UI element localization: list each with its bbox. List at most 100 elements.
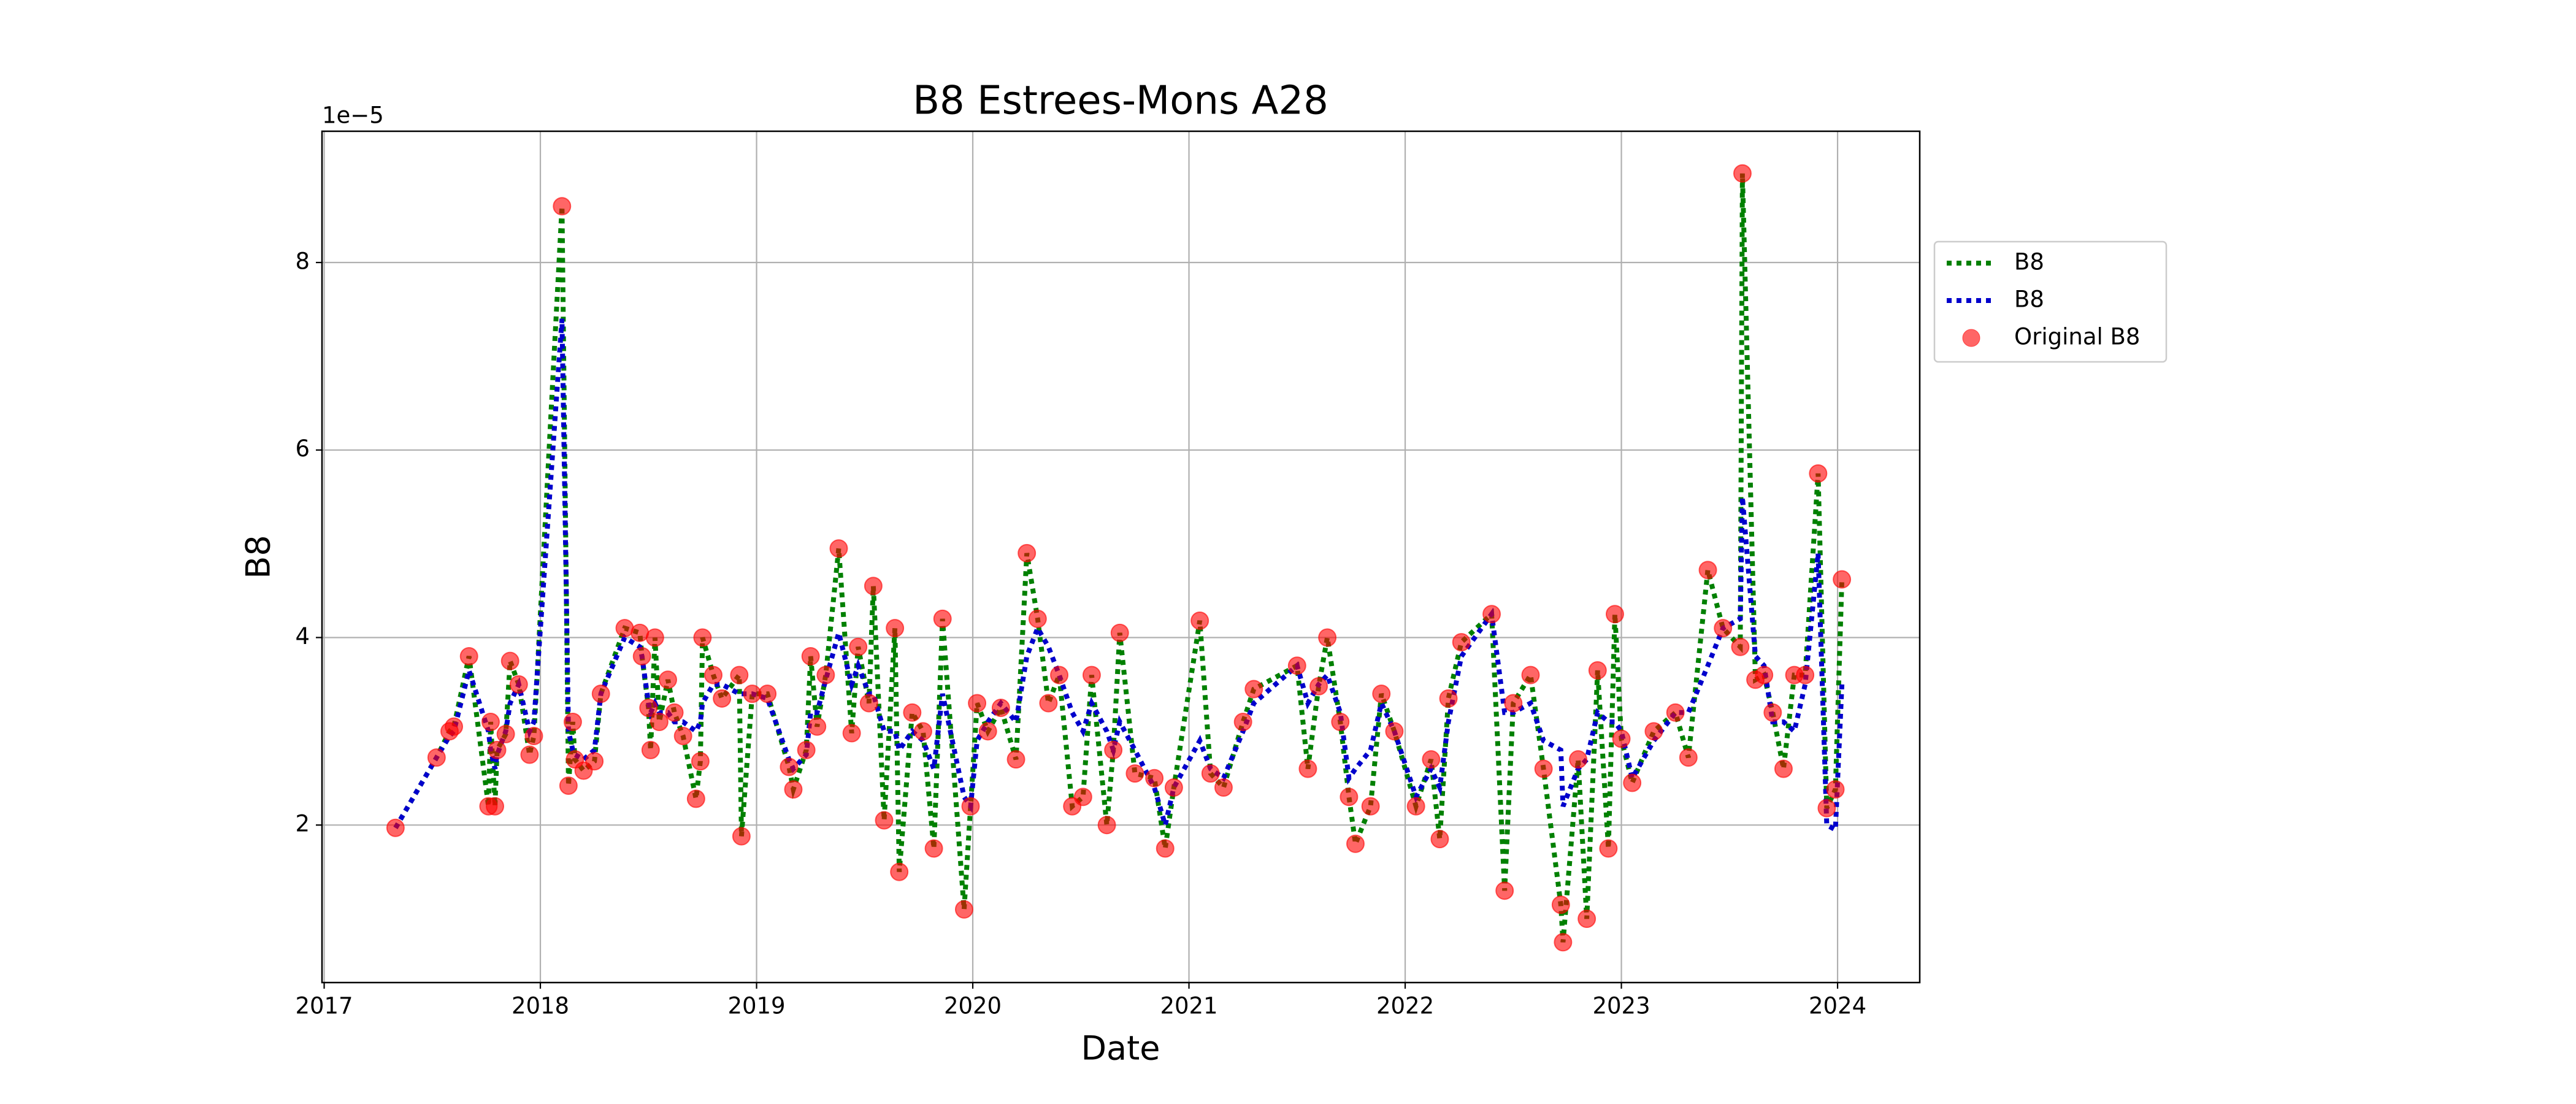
x-tick-label: 2023 <box>1592 993 1650 1019</box>
data-point <box>615 619 634 638</box>
x-tick-label: 2020 <box>944 993 1002 1019</box>
data-point <box>1763 703 1782 722</box>
data-point <box>1006 750 1025 769</box>
data-point <box>913 722 932 741</box>
data-point <box>1599 839 1618 858</box>
data-point <box>1809 464 1828 483</box>
data-point <box>496 724 515 743</box>
data-point <box>659 670 678 689</box>
data-point <box>427 748 446 767</box>
data-point <box>1346 834 1365 853</box>
x-tick-label: 2018 <box>512 993 569 1019</box>
data-point <box>1073 788 1092 807</box>
data-point <box>1298 759 1317 778</box>
legend-box <box>1933 240 2168 363</box>
data-point <box>665 703 684 722</box>
data-point <box>1698 561 1717 580</box>
y-axis-label: B8 <box>239 535 278 578</box>
data-point <box>520 745 539 764</box>
data-point <box>1644 722 1663 741</box>
data-point <box>1569 750 1588 769</box>
data-point <box>924 839 943 858</box>
data-point <box>968 694 987 713</box>
data-point <box>1050 665 1069 684</box>
data-point <box>509 675 528 694</box>
data-point <box>1679 748 1698 767</box>
data-point <box>808 717 827 736</box>
data-point <box>693 628 712 647</box>
data-point <box>1554 933 1573 952</box>
data-point <box>713 689 732 708</box>
data-line <box>393 318 1845 835</box>
data-point <box>1731 637 1750 656</box>
data-point <box>1361 797 1380 816</box>
data-point <box>1039 694 1058 713</box>
data-point <box>1214 778 1233 797</box>
data-point <box>632 647 651 666</box>
data-point <box>1833 570 1852 589</box>
legend-label: B8 <box>2014 249 2044 275</box>
data-point <box>1110 623 1129 642</box>
data-point <box>842 724 861 743</box>
x-tick-label: 2017 <box>295 993 353 1019</box>
data-point <box>991 699 1010 718</box>
data-point <box>801 647 820 666</box>
x-tick-label: 2024 <box>1809 993 1866 1019</box>
data-point <box>1755 665 1774 684</box>
legend-label: Original B8 <box>2014 324 2140 350</box>
data-point <box>559 776 578 795</box>
data-point <box>1521 665 1540 684</box>
data-point <box>500 651 519 670</box>
data-point <box>1372 684 1391 703</box>
data-point <box>1385 722 1404 741</box>
data-point <box>704 665 723 684</box>
y-tick-label: 4 <box>295 623 310 650</box>
data-point <box>890 862 909 881</box>
data-point <box>1156 839 1175 858</box>
data-point <box>903 703 922 722</box>
data-point <box>641 740 660 759</box>
data-point <box>933 609 952 628</box>
data-point <box>1774 759 1793 778</box>
data-point <box>645 628 664 647</box>
data-point <box>1287 656 1306 675</box>
data-point <box>1309 677 1328 696</box>
data-point <box>639 699 658 718</box>
data-point <box>1082 665 1101 684</box>
data-point <box>1439 689 1458 708</box>
data-point <box>1551 895 1570 914</box>
data-point <box>1340 788 1359 807</box>
data-point <box>784 780 803 799</box>
x-tick-label: 2021 <box>1160 993 1217 1019</box>
data-point <box>849 637 868 656</box>
data-point <box>1714 619 1733 638</box>
data-point <box>875 811 894 830</box>
data-point <box>524 726 543 745</box>
data-point <box>978 722 997 741</box>
x-tick-label: 2019 <box>727 993 785 1019</box>
y-tick-label: 6 <box>295 435 310 462</box>
data-point <box>1588 661 1607 680</box>
y-tick-label: 2 <box>295 811 310 837</box>
data-point <box>730 665 749 684</box>
data-point <box>553 197 572 216</box>
data-point <box>1097 816 1116 835</box>
data-point <box>1733 164 1752 183</box>
data-point <box>1796 665 1815 684</box>
data-point <box>1104 740 1123 759</box>
data-point <box>780 757 799 776</box>
data-point <box>650 713 669 732</box>
data-point <box>1125 764 1144 783</box>
data-point <box>816 665 835 684</box>
data-point <box>954 900 973 919</box>
data-point <box>1018 543 1037 562</box>
data-point <box>1422 750 1441 769</box>
data-point <box>445 717 464 736</box>
data-point <box>585 752 604 771</box>
x-tick-label: 2022 <box>1376 993 1434 1019</box>
data-point <box>1190 611 1209 630</box>
data-point <box>961 797 980 816</box>
data-point <box>1201 764 1220 783</box>
data-point <box>732 827 751 846</box>
